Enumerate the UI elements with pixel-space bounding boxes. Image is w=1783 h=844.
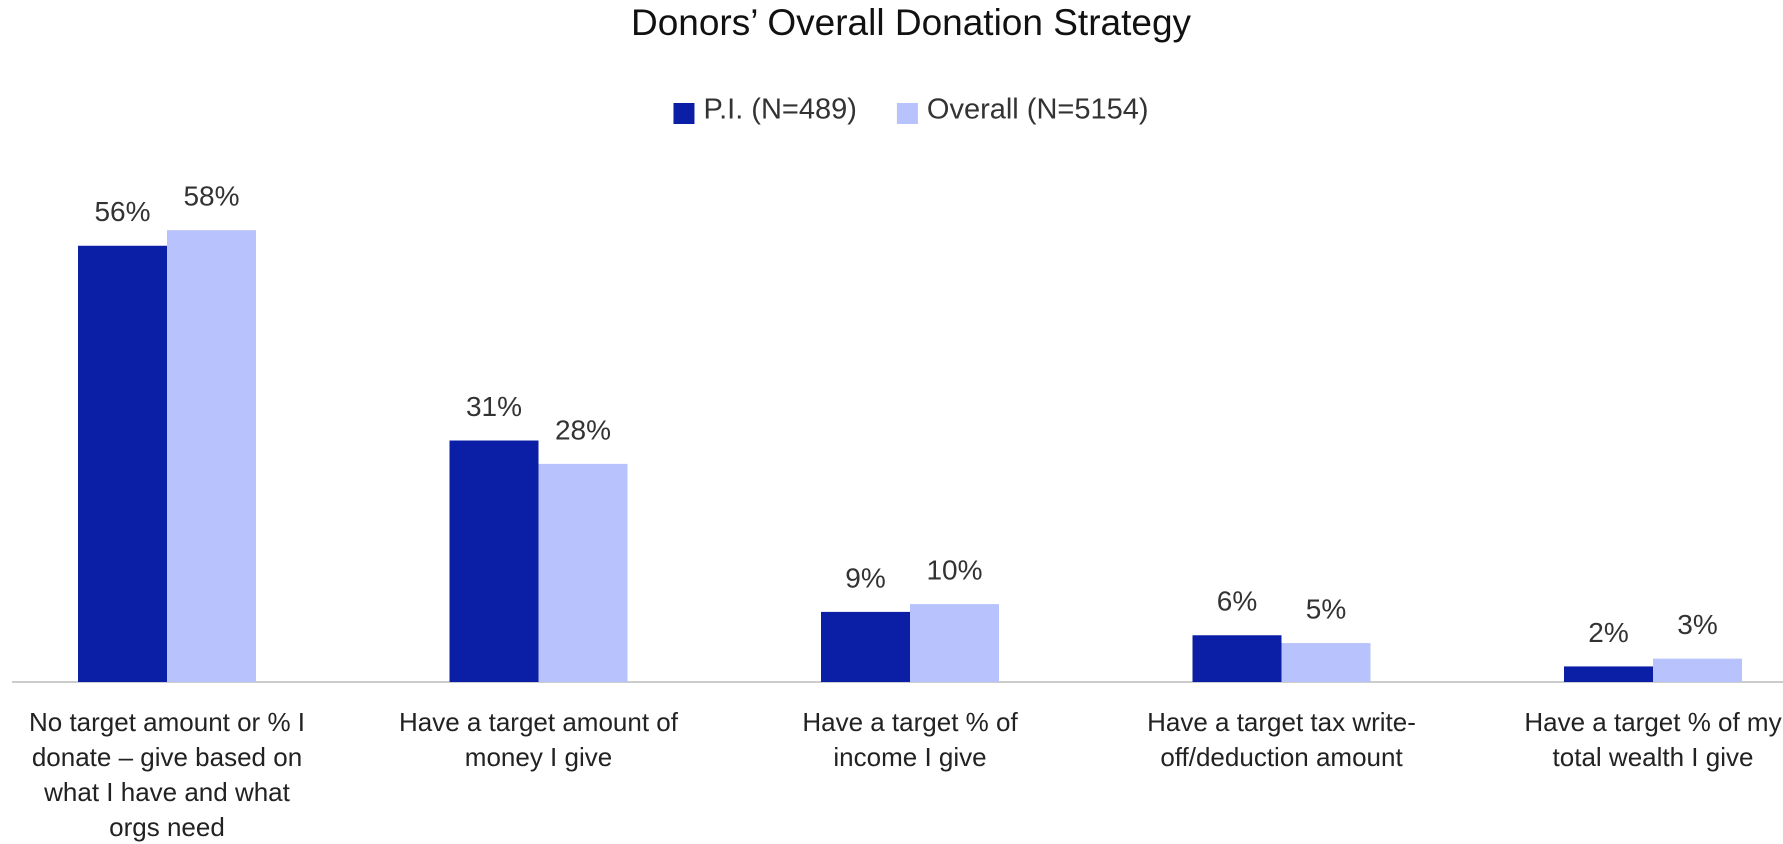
bar xyxy=(78,245,167,682)
bar xyxy=(167,230,256,682)
data-label: 10% xyxy=(926,554,982,585)
x-tick-label: Have a target amount of money I give xyxy=(399,707,678,772)
data-label: 56% xyxy=(94,196,150,227)
x-tick-label: Have a target tax write-off/deduction am… xyxy=(1147,707,1416,772)
data-label: 9% xyxy=(845,562,885,593)
bar xyxy=(538,463,628,682)
bar xyxy=(1653,658,1742,682)
data-label: 5% xyxy=(1306,593,1346,624)
chart-title: Donors’ Overall Donation Strategy xyxy=(631,2,1192,43)
bar xyxy=(1192,635,1282,682)
data-label: 2% xyxy=(1588,617,1628,648)
x-tick-label: No target amount or % I donate – give ba… xyxy=(28,707,306,842)
bar xyxy=(910,604,999,682)
bar xyxy=(1281,643,1371,682)
bar xyxy=(1564,666,1653,682)
legend-swatch xyxy=(896,103,918,124)
legend-label: Overall (N=5154) xyxy=(927,94,1149,126)
data-label: 31% xyxy=(466,391,522,422)
bar xyxy=(821,611,910,682)
legend-swatch xyxy=(673,103,695,124)
x-tick-label: Have a target % of income I give xyxy=(802,707,1018,772)
data-label: 58% xyxy=(183,181,239,212)
data-label: 28% xyxy=(555,414,611,445)
x-tick-label: Have a target % of my total wealth I giv… xyxy=(1524,707,1782,772)
data-label: 6% xyxy=(1217,586,1257,617)
legend-label: P.I. (N=489) xyxy=(703,94,856,126)
data-label: 3% xyxy=(1677,609,1717,640)
bar xyxy=(449,440,539,682)
